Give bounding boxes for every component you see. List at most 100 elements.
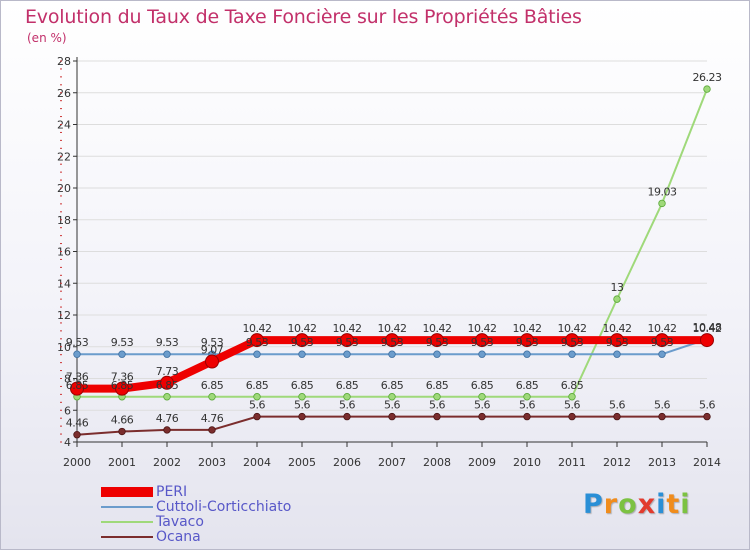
peri-point xyxy=(160,375,174,390)
y-tick-label: 22 xyxy=(57,150,71,163)
x-tick-label: 2003 xyxy=(198,456,226,469)
point-cuttoli-corticchiato xyxy=(298,350,306,358)
point-cuttoli-corticchiato xyxy=(658,350,666,358)
legend-label-tavaco: Tavaco xyxy=(156,514,204,530)
y-tick-label: 4 xyxy=(64,436,71,449)
peri-point xyxy=(520,333,534,348)
data-label: 10.42 xyxy=(333,322,362,335)
x-tick-label: 2008 xyxy=(423,456,451,469)
data-label: 5.6 xyxy=(474,399,490,412)
point-tavaco xyxy=(478,393,486,401)
legend-swatch-tavaco xyxy=(101,521,153,523)
data-labels: 4.46 4.66 4.76 4.76 5.6 5.6 5.6 5.6 5.6 5.6 5.6 5.6… xyxy=(66,71,723,430)
point-tavaco xyxy=(613,295,621,303)
y-tick-label: 14 xyxy=(57,277,71,290)
data-label: 9.53 xyxy=(651,336,674,349)
y-tick-label: 28 xyxy=(57,55,71,68)
logo-letter: i xyxy=(656,489,667,520)
data-label: 10.48 xyxy=(693,321,722,334)
data-label: 9.53 xyxy=(291,336,314,349)
x-tick-label: 2012 xyxy=(603,456,631,469)
point-cuttoli-corticchiato xyxy=(253,350,261,358)
point-ocana xyxy=(613,412,621,421)
y-tick-label: 8 xyxy=(64,373,71,386)
point-cuttoli-corticchiato xyxy=(568,350,576,358)
data-label: 6.85 xyxy=(516,379,539,392)
x-tick-label: 2000 xyxy=(63,456,91,469)
data-label: 5.6 xyxy=(699,399,715,412)
data-label: 10.42 xyxy=(378,322,407,335)
point-ocana xyxy=(298,412,306,421)
peri-point xyxy=(205,354,219,369)
data-label: 10.42 xyxy=(648,322,677,335)
data-label: 5.6 xyxy=(564,399,580,412)
data-label: 10.42 xyxy=(288,322,317,335)
point-tavaco xyxy=(658,199,666,208)
x-tick-label: 2014 xyxy=(693,456,721,469)
point-cuttoli-corticchiato xyxy=(343,350,351,358)
data-label: 6.85 xyxy=(426,379,449,392)
data-label: 6.85 xyxy=(111,379,134,392)
point-cuttoli-corticchiato xyxy=(523,350,531,358)
data-label: 9.53 xyxy=(66,336,89,349)
point-tavaco xyxy=(703,85,711,93)
point-tavaco xyxy=(253,393,261,401)
legend-label-peri: PERI xyxy=(156,484,188,500)
point-tavaco xyxy=(343,393,351,401)
point-ocana xyxy=(433,412,441,421)
peri-point xyxy=(385,333,399,348)
x-tick-label: 2011 xyxy=(558,456,586,469)
point-ocana xyxy=(73,430,81,439)
point-cuttoli-corticchiato xyxy=(163,350,171,358)
peri-point xyxy=(430,333,444,348)
logo-letter: P xyxy=(583,489,604,520)
peri-point xyxy=(250,333,264,348)
series-layer xyxy=(70,85,714,439)
point-tavaco xyxy=(388,393,396,401)
x-tick-label: 2006 xyxy=(333,456,361,469)
data-label: 6.85 xyxy=(66,379,89,392)
peri-point xyxy=(70,381,84,396)
data-label: 5.6 xyxy=(429,399,445,412)
data-label: 10.42 xyxy=(513,322,542,335)
data-label: 9.53 xyxy=(561,336,584,349)
point-ocana xyxy=(523,412,531,421)
data-label: 26.23 xyxy=(693,71,722,84)
data-label: 5.6 xyxy=(654,399,670,412)
point-cuttoli-corticchiato xyxy=(613,350,621,358)
peri-point xyxy=(610,333,624,348)
data-label: 6.85 xyxy=(471,379,494,392)
data-label: 9.53 xyxy=(606,336,629,349)
y-tick-label: 6 xyxy=(64,404,71,417)
data-label: 10.42 xyxy=(693,322,722,335)
data-label: 5.6 xyxy=(519,399,535,412)
y-tick-label: 12 xyxy=(57,309,71,322)
data-label: 9.53 xyxy=(381,336,404,349)
point-cuttoli-corticchiato xyxy=(118,350,126,358)
data-label: 5.6 xyxy=(339,399,355,412)
x-tick-label: 2005 xyxy=(288,456,316,469)
data-label: 7.73 xyxy=(156,365,179,378)
point-ocana xyxy=(253,412,261,421)
data-label: 5.6 xyxy=(249,399,265,412)
peri-point xyxy=(115,381,129,396)
peri-point xyxy=(655,333,669,348)
proxiti-logo: Proxiti xyxy=(583,489,691,520)
point-ocana xyxy=(163,426,171,434)
data-label: 6.85 xyxy=(381,379,404,392)
data-label: 9.53 xyxy=(471,336,494,349)
legend-swatch-ocana xyxy=(101,536,153,538)
data-label: 4.76 xyxy=(156,412,179,425)
legend-swatch-cuttoli-corticchiato xyxy=(101,506,153,508)
data-label: 10.42 xyxy=(423,322,452,335)
data-label: 9.53 xyxy=(426,336,449,349)
point-ocana xyxy=(388,412,396,421)
logo-letter: t xyxy=(666,489,681,520)
logo-letter: o xyxy=(618,489,638,520)
point-tavaco xyxy=(568,393,576,401)
y-tick-label: 20 xyxy=(57,182,71,195)
data-label: 9.53 xyxy=(201,336,224,349)
x-tick-label: 2002 xyxy=(153,456,181,469)
x-tick-label: 2013 xyxy=(648,456,676,469)
